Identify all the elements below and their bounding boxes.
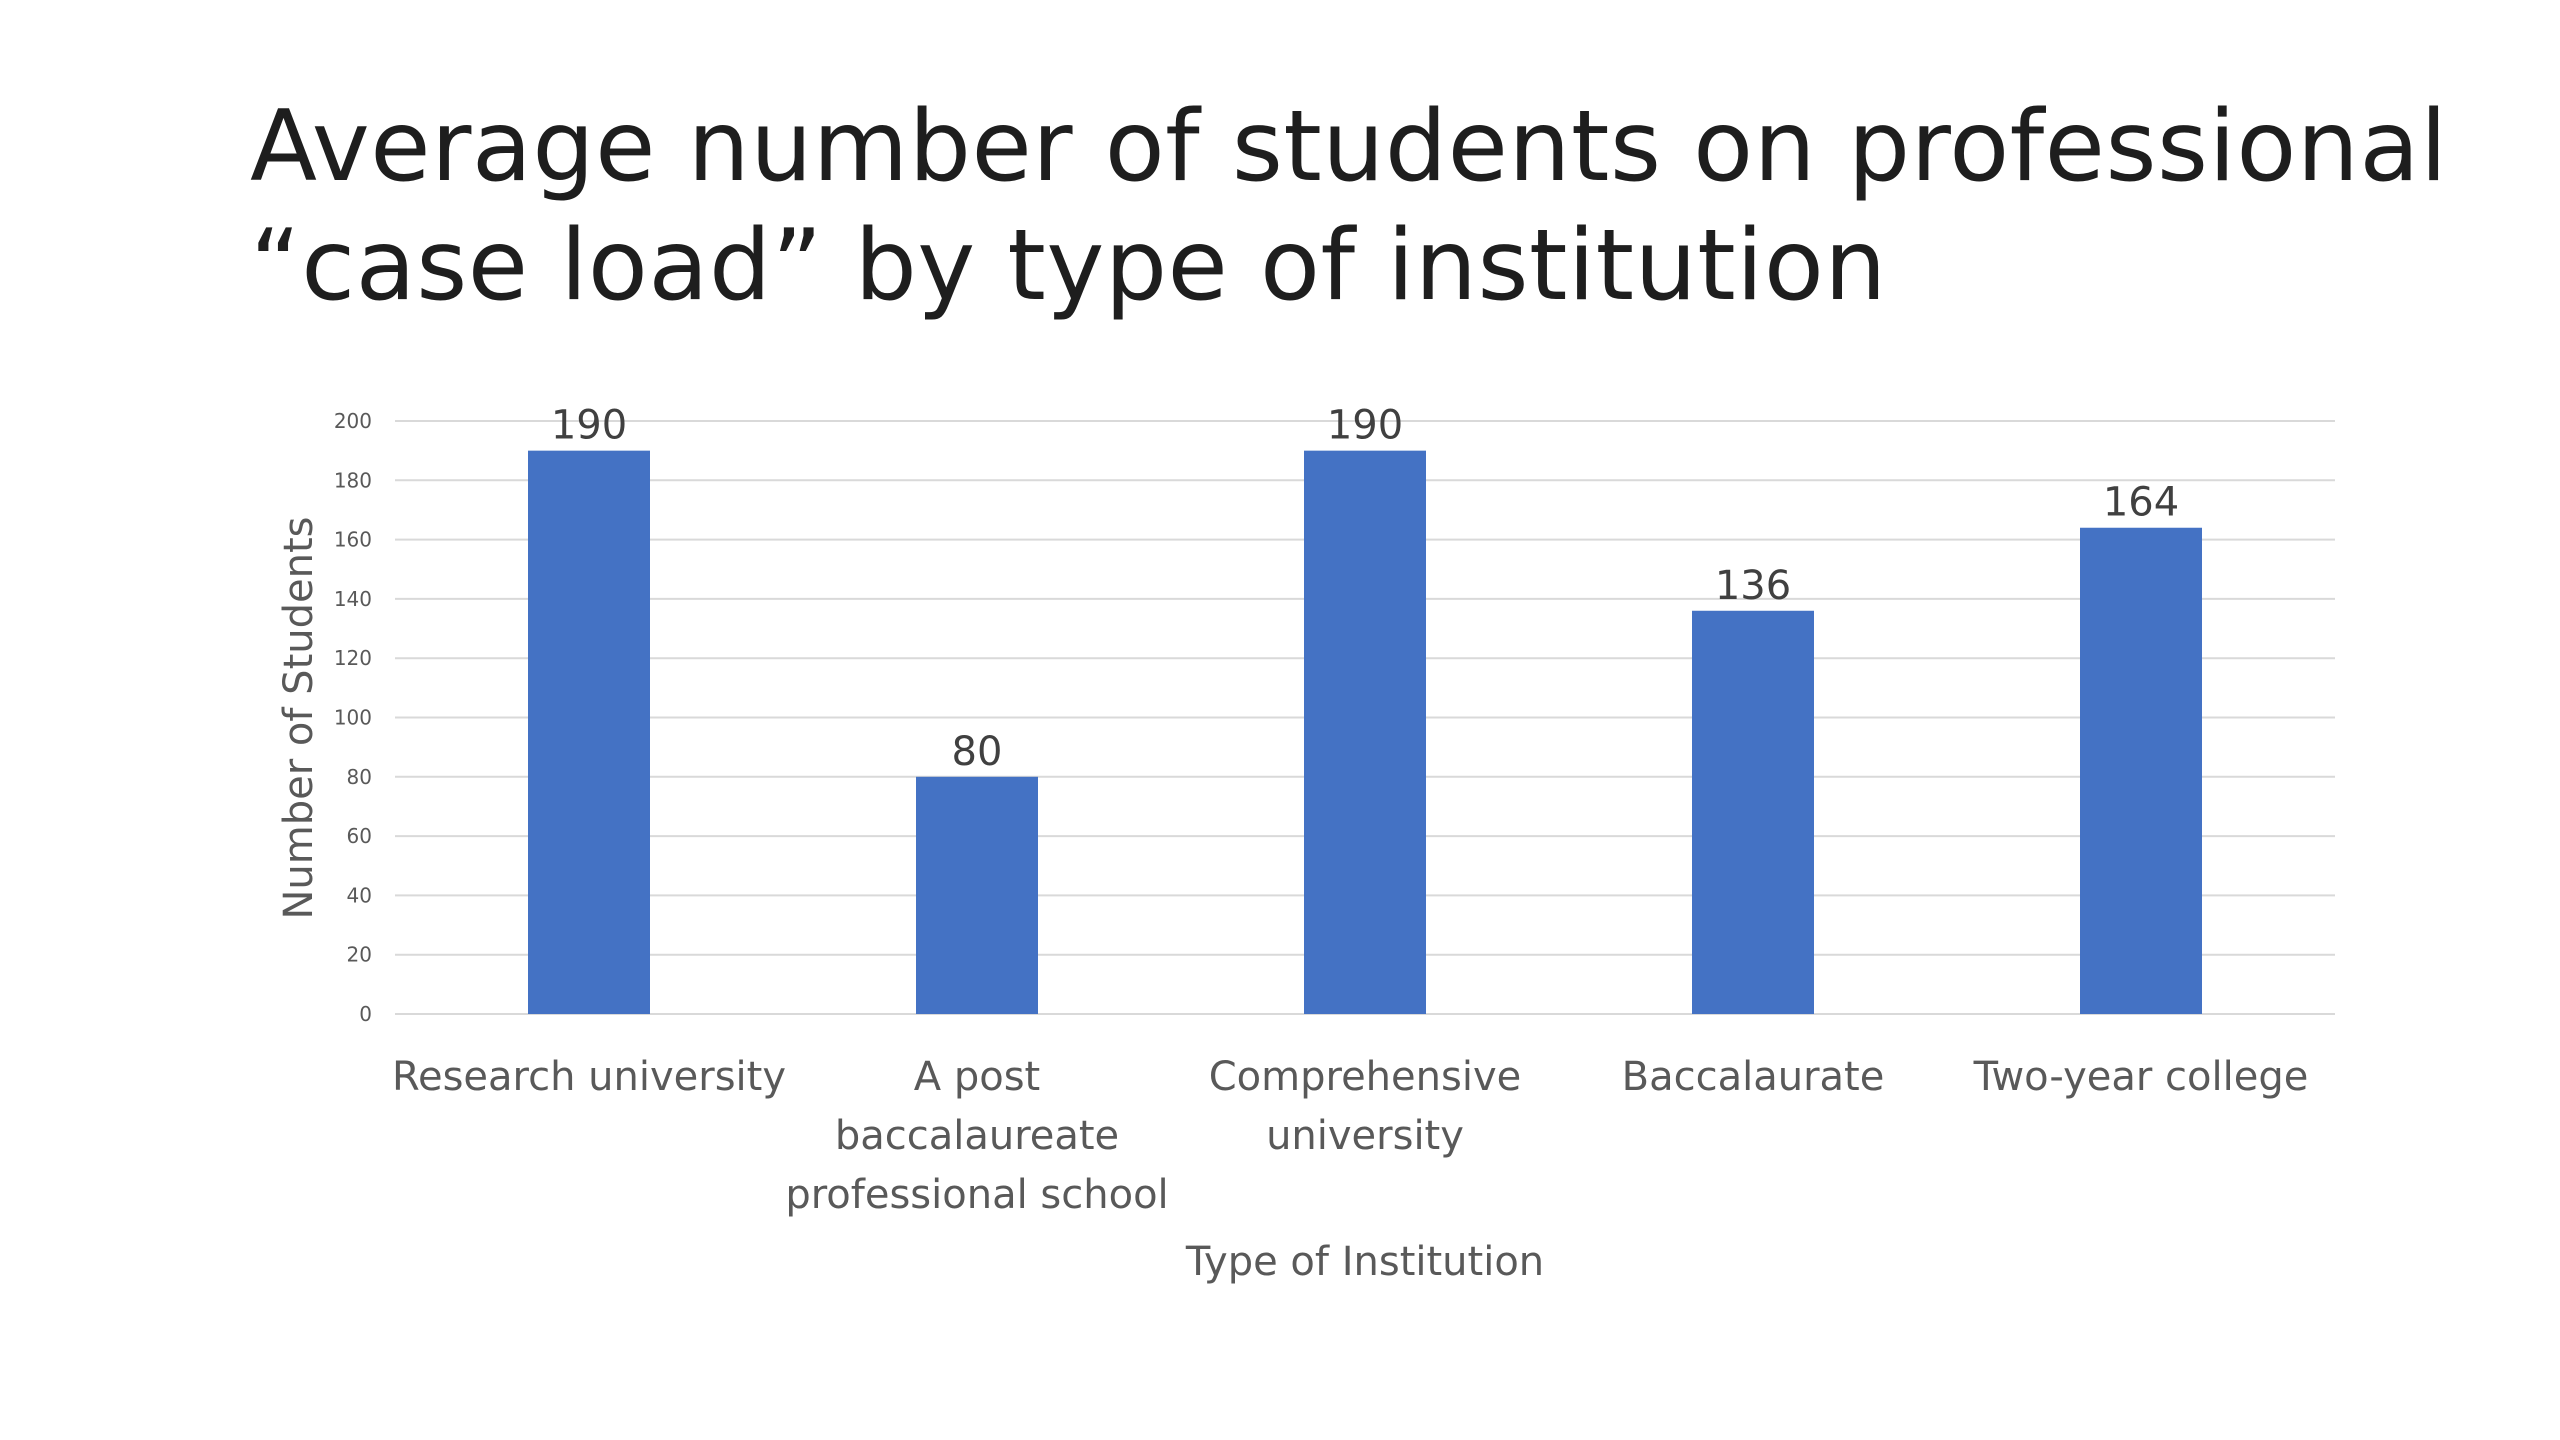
x-category-label: A post baccalaureate professional school [785, 1054, 1168, 1218]
data-label: 190 [551, 403, 627, 449]
y-tick-label: 180 [334, 468, 372, 492]
data-labels: 190 80 190 136 164 [551, 403, 2179, 775]
y-tick-label: 200 [334, 409, 372, 433]
x-category-label: Research university [392, 1054, 786, 1100]
bar [1692, 610, 1814, 1014]
y-axis-title: Number of Students [276, 517, 322, 920]
data-label: 136 [1715, 563, 1791, 609]
y-axis-ticks: 0 20 40 60 80 100 120 140 160 180 200 [334, 409, 372, 1026]
y-tick-label: 20 [347, 943, 372, 967]
bar [916, 776, 1038, 1014]
data-label: 164 [2103, 480, 2179, 526]
y-tick-label: 120 [334, 646, 372, 670]
x-axis-title: Type of Institution [1185, 1239, 1544, 1285]
title-line-2: “case load” by type of institution [250, 209, 1887, 323]
title-line-1: Average number of students on profession… [250, 90, 2448, 204]
x-category-label: Comprehensive university [1209, 1054, 1521, 1159]
y-tick-label: 40 [347, 883, 372, 907]
y-tick-label: 80 [347, 765, 372, 789]
bar [1304, 450, 1426, 1014]
slide-title: Average number of students on profession… [250, 88, 2450, 326]
bar [528, 450, 650, 1014]
bars [528, 450, 2202, 1014]
x-axis-categories: Research university A post baccalaureate pr… [392, 1054, 2308, 1218]
y-tick-label: 0 [359, 1002, 372, 1026]
y-tick-label: 100 [334, 706, 372, 730]
data-label: 80 [952, 729, 1003, 775]
bar [2080, 527, 2202, 1014]
y-tick-label: 160 [334, 528, 372, 552]
x-category-label: Baccalaurate [1622, 1054, 1885, 1100]
y-tick-label: 60 [347, 824, 372, 848]
data-label: 190 [1327, 403, 1403, 449]
y-tick-label: 140 [334, 587, 372, 611]
x-category-label: Two-year college [1973, 1054, 2309, 1100]
